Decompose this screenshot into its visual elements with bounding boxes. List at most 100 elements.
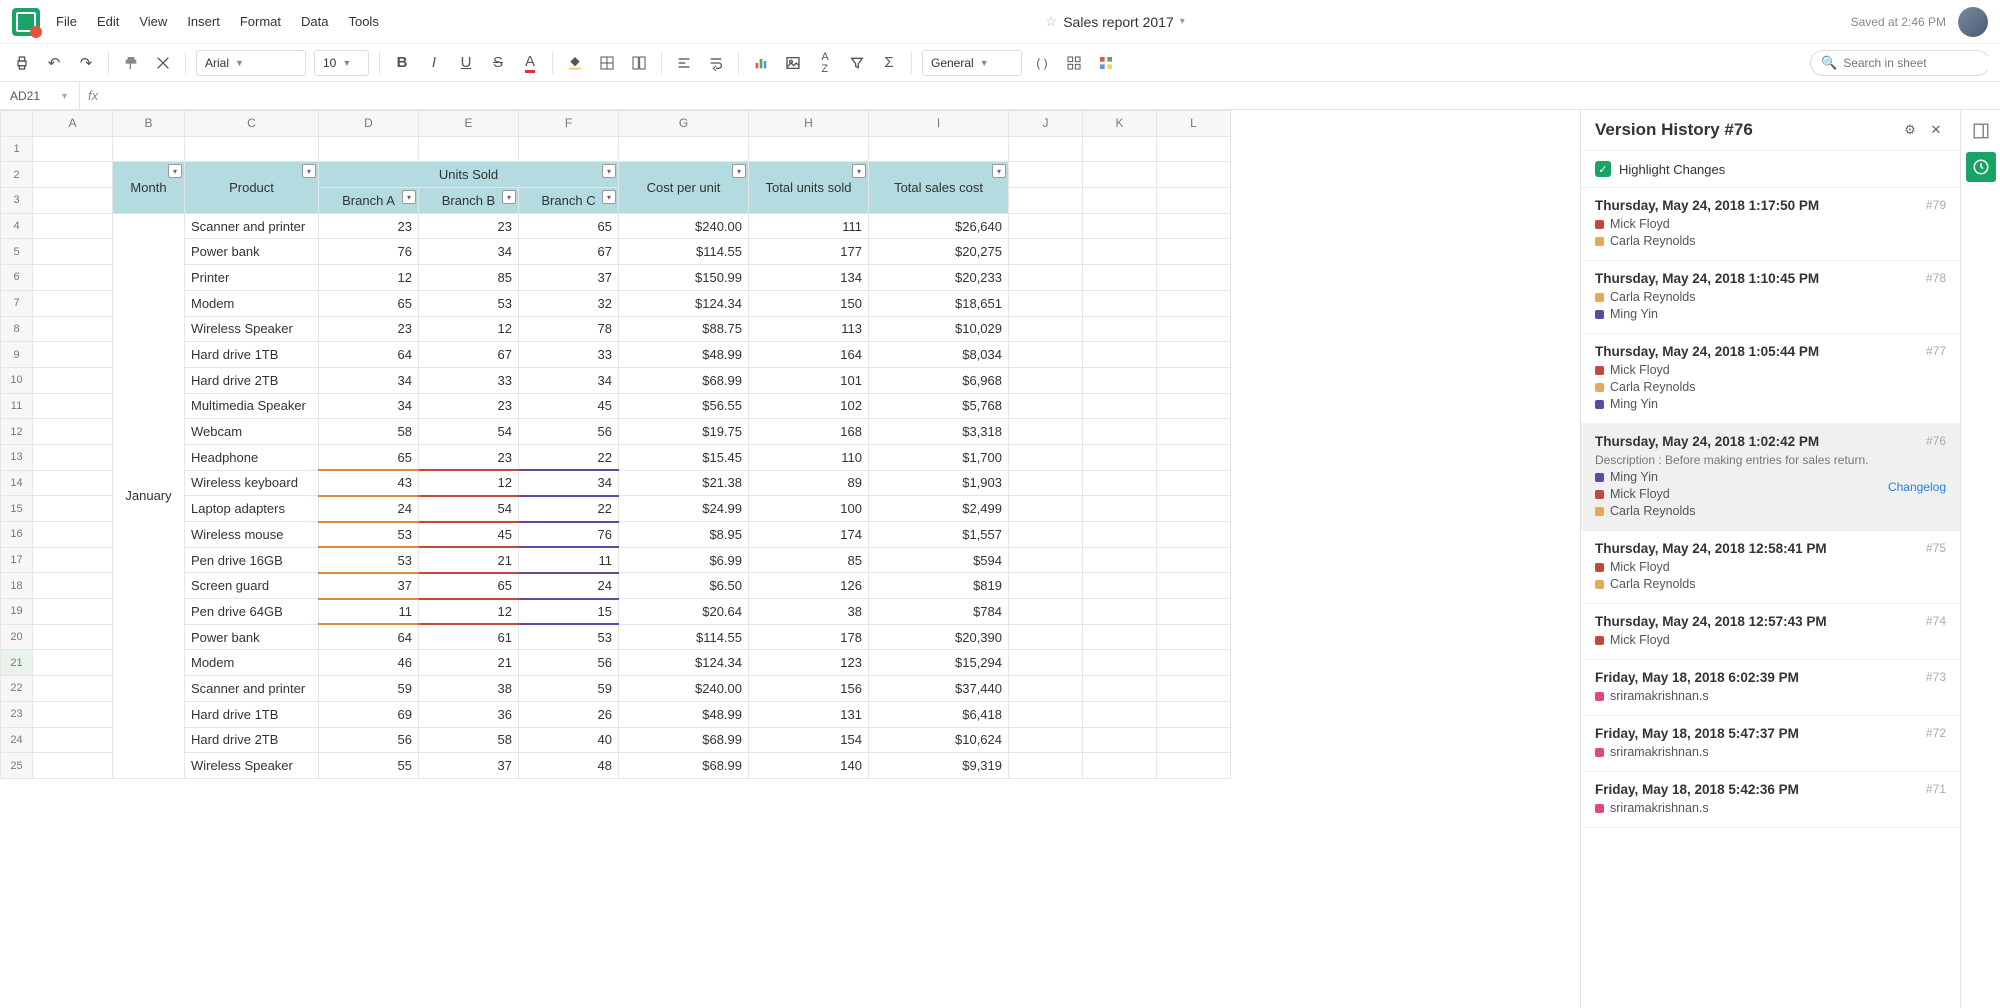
cell[interactable] (1157, 316, 1231, 342)
cell[interactable] (1157, 290, 1231, 316)
cell[interactable] (1083, 213, 1157, 239)
cell[interactable] (1157, 419, 1231, 445)
cell[interactable]: 140 (749, 753, 869, 779)
cell[interactable]: 45 (419, 522, 519, 548)
cell[interactable] (1083, 265, 1157, 291)
row-header[interactable]: 14 (1, 470, 33, 496)
cell[interactable]: 59 (319, 676, 419, 702)
align-icon[interactable] (672, 51, 696, 75)
cell[interactable]: 12 (419, 316, 519, 342)
cell[interactable]: 46 (319, 650, 419, 676)
cell[interactable]: 55 (319, 753, 419, 779)
cell[interactable] (419, 136, 519, 162)
row-header[interactable]: 18 (1, 573, 33, 599)
cell[interactable] (185, 136, 319, 162)
cell[interactable] (869, 136, 1009, 162)
gear-icon[interactable]: ⚙ (1900, 120, 1920, 140)
cell[interactable] (1083, 136, 1157, 162)
star-icon[interactable]: ☆ (1045, 13, 1058, 30)
menu-item-view[interactable]: View (139, 14, 167, 29)
fx-icon[interactable]: fx (80, 88, 106, 103)
cell[interactable]: 32 (519, 290, 619, 316)
font-size-select[interactable]: 10▼ (314, 50, 369, 76)
cell[interactable]: $68.99 (619, 367, 749, 393)
cell[interactable]: 134 (749, 265, 869, 291)
cell[interactable] (1009, 213, 1083, 239)
row-header[interactable]: 6 (1, 265, 33, 291)
cell[interactable]: Pen drive 64GB (185, 599, 319, 625)
cell[interactable] (1083, 470, 1157, 496)
cell[interactable] (33, 213, 113, 239)
cell[interactable]: 110 (749, 444, 869, 470)
cell[interactable]: 174 (749, 522, 869, 548)
search-input[interactable] (1843, 56, 1998, 70)
row-header[interactable]: 11 (1, 393, 33, 419)
cell[interactable]: $6,418 (869, 701, 1009, 727)
column-header[interactable]: B (113, 111, 185, 137)
cell[interactable]: 65 (319, 290, 419, 316)
cell[interactable] (1083, 162, 1157, 188)
cell[interactable]: January (113, 213, 185, 778)
cell[interactable]: 65 (519, 213, 619, 239)
version-entry[interactable]: Thursday, May 24, 2018 12:57:43 PM#74Mic… (1581, 604, 1960, 660)
cell[interactable] (1083, 727, 1157, 753)
version-entry[interactable]: Thursday, May 24, 2018 1:10:45 PM#78Carl… (1581, 261, 1960, 334)
cell[interactable]: $8.95 (619, 522, 749, 548)
cell[interactable] (33, 393, 113, 419)
cell[interactable] (1009, 239, 1083, 265)
sigma-icon[interactable]: Σ (877, 51, 901, 75)
cell[interactable]: 48 (519, 753, 619, 779)
cell[interactable]: $18,651 (869, 290, 1009, 316)
cell[interactable] (33, 290, 113, 316)
cell[interactable] (1009, 444, 1083, 470)
cell[interactable]: $9,319 (869, 753, 1009, 779)
cell[interactable]: 53 (419, 290, 519, 316)
cell[interactable] (1083, 624, 1157, 650)
cell[interactable]: 131 (749, 701, 869, 727)
cell[interactable] (113, 136, 185, 162)
cell[interactable] (33, 136, 113, 162)
cell[interactable]: $10,029 (869, 316, 1009, 342)
cell[interactable]: 11 (519, 547, 619, 573)
cell[interactable]: Scanner and printer (185, 213, 319, 239)
cell[interactable] (33, 753, 113, 779)
text-color-icon[interactable]: A (518, 51, 542, 75)
menu-item-edit[interactable]: Edit (97, 14, 119, 29)
cell[interactable]: $150.99 (619, 265, 749, 291)
cell[interactable]: 56 (519, 650, 619, 676)
cell[interactable]: Modem (185, 290, 319, 316)
cell[interactable]: $1,903 (869, 470, 1009, 496)
cell[interactable] (33, 419, 113, 445)
cell[interactable]: 23 (319, 213, 419, 239)
underline-icon[interactable]: U (454, 51, 478, 75)
cell[interactable]: 22 (519, 444, 619, 470)
cell[interactable]: Webcam (185, 419, 319, 445)
cell[interactable] (1157, 265, 1231, 291)
cell[interactable]: 24 (519, 573, 619, 599)
cell[interactable] (33, 316, 113, 342)
cell[interactable] (1009, 290, 1083, 316)
cell[interactable]: $19.75 (619, 419, 749, 445)
filter-icon[interactable] (845, 51, 869, 75)
image-icon[interactable] (781, 51, 805, 75)
cell[interactable]: $21.38 (619, 470, 749, 496)
cell[interactable] (1157, 162, 1231, 188)
cell[interactable] (1083, 522, 1157, 548)
cell[interactable]: $37,440 (869, 676, 1009, 702)
cell[interactable]: Scanner and printer (185, 676, 319, 702)
cell[interactable] (1009, 573, 1083, 599)
cell[interactable]: Hard drive 2TB (185, 367, 319, 393)
cell[interactable]: 12 (319, 265, 419, 291)
cell[interactable] (33, 701, 113, 727)
cell[interactable]: $68.99 (619, 753, 749, 779)
cell[interactable] (33, 265, 113, 291)
conditional-format-icon[interactable] (1094, 51, 1118, 75)
row-header[interactable]: 23 (1, 701, 33, 727)
cell[interactable]: Wireless keyboard (185, 470, 319, 496)
row-header[interactable]: 16 (1, 522, 33, 548)
cell[interactable] (1083, 239, 1157, 265)
cell[interactable]: 53 (319, 522, 419, 548)
cell[interactable] (33, 367, 113, 393)
close-icon[interactable]: ✕ (1926, 120, 1946, 140)
cell[interactable] (1009, 470, 1083, 496)
